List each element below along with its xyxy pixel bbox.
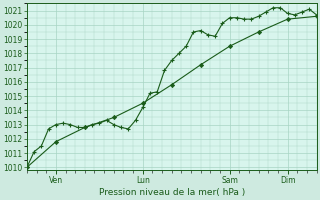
X-axis label: Pression niveau de la mer( hPa ): Pression niveau de la mer( hPa ) [99,188,245,197]
